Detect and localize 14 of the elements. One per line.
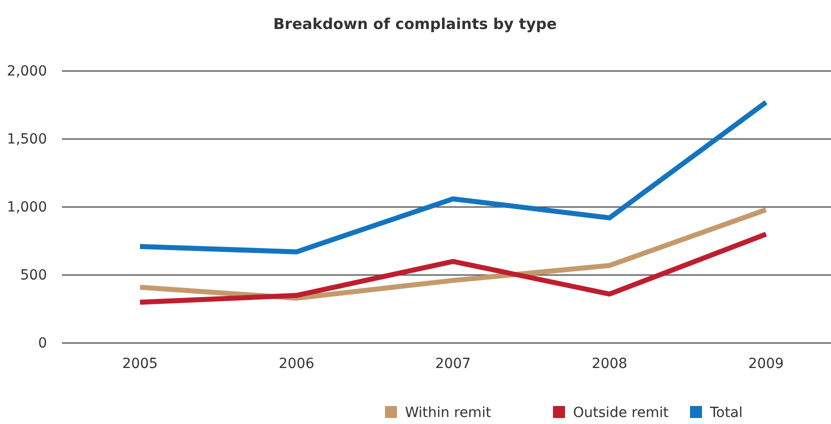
y-tick-label: 1,500 <box>6 131 47 148</box>
x-tick-label: 2006 <box>278 356 314 372</box>
x-tick-label: 2007 <box>435 356 471 372</box>
legend-label: Outside remit <box>573 405 670 421</box>
legend-label: Within remit <box>405 405 492 421</box>
y-tick-label: 2,000 <box>6 63 47 80</box>
chart-title: Breakdown of complaints by type <box>273 15 557 33</box>
y-tick-label: 500 <box>20 267 47 284</box>
x-tick-label: 2009 <box>748 356 784 372</box>
y-tick-label: 1,000 <box>6 199 47 216</box>
legend-label: Total <box>709 405 743 421</box>
x-tick-label: 2005 <box>122 356 158 372</box>
y-tick-label: 0 <box>38 335 47 352</box>
x-tick-label: 2008 <box>592 356 628 372</box>
